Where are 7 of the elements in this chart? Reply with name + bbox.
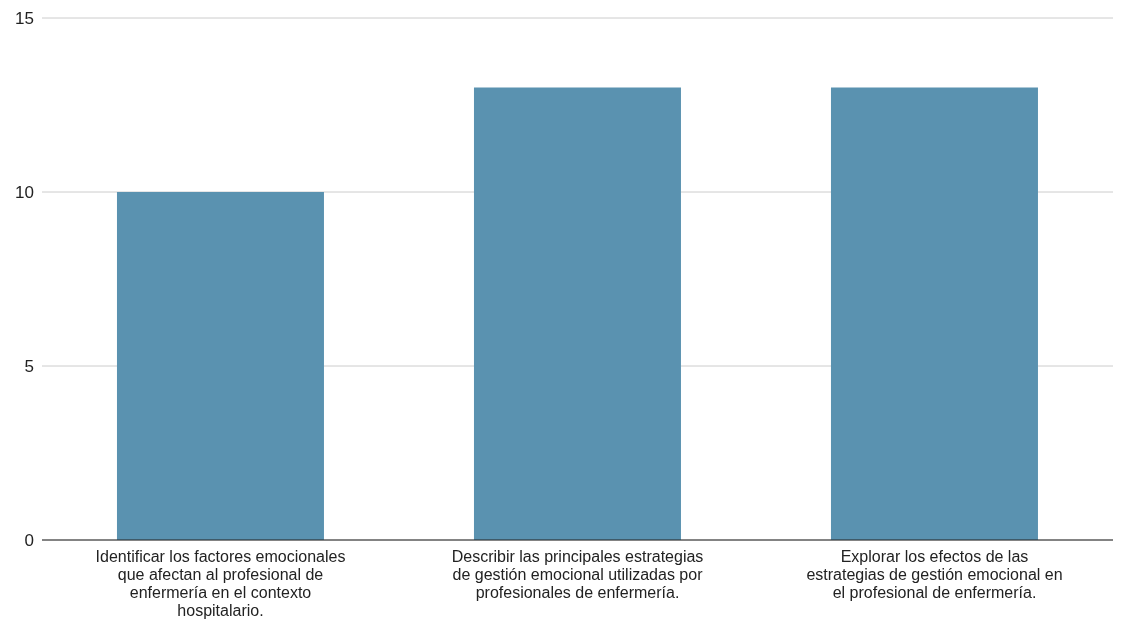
x-tick-label: Describir las principales estrategias de gestión emocional utilizadas por profesionales de enfermería. bbox=[451, 548, 704, 601]
x-tick-label: Explorar los efectos de las estrategias de gestión emocional en el profesional de enfermería. bbox=[806, 548, 1063, 601]
y-tick-label: 15 bbox=[15, 9, 34, 29]
x-tick-label: Identificar los factores emocionales que afectan al profesional de enfermería en el contexto hospitalario. bbox=[95, 548, 346, 619]
y-tick-label: 0 bbox=[24, 531, 34, 551]
y-tick-label: 10 bbox=[15, 183, 34, 203]
y-tick-label: 5 bbox=[24, 357, 34, 377]
